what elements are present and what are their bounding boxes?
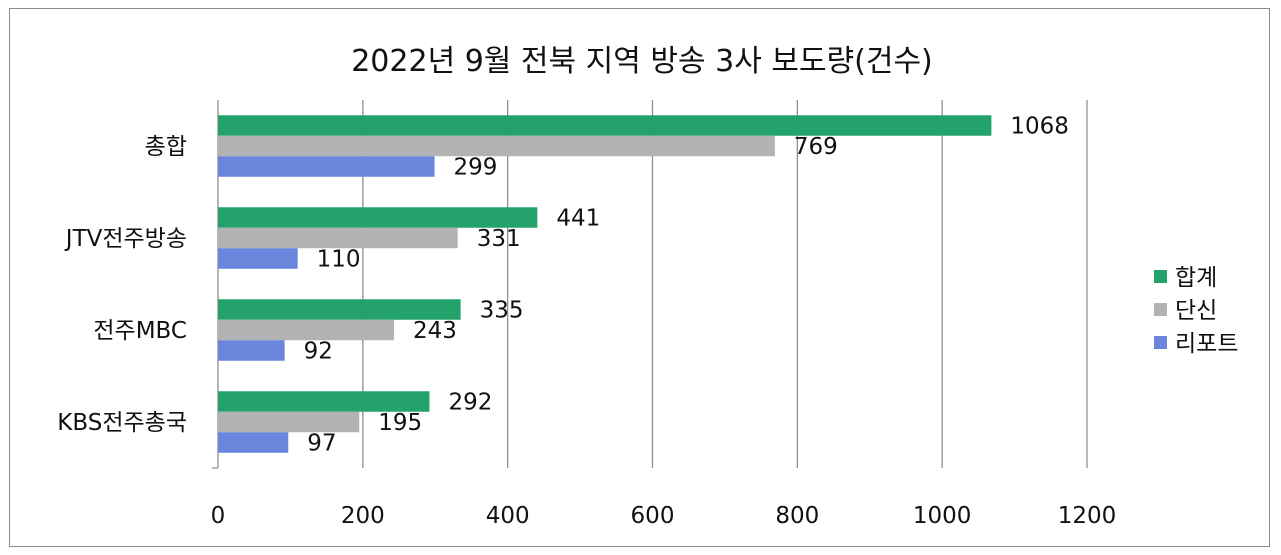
legend-swatch bbox=[1154, 270, 1167, 283]
x-tick-label: 200 bbox=[341, 503, 385, 529]
bar bbox=[218, 156, 435, 177]
x-tick-label: 800 bbox=[775, 503, 819, 529]
legend-label: 단신 bbox=[1175, 298, 1217, 324]
x-tick-label: 600 bbox=[631, 503, 675, 529]
data-label: 97 bbox=[307, 431, 336, 457]
bar bbox=[218, 135, 775, 157]
bar bbox=[218, 319, 394, 341]
bar bbox=[218, 115, 992, 136]
x-tick-label: 1200 bbox=[1058, 503, 1117, 529]
legend-swatch bbox=[1154, 336, 1167, 349]
chart-title: 2022년 9월 전북 지역 방송 3사 보도량(건수) bbox=[351, 44, 933, 79]
bar bbox=[218, 411, 360, 433]
x-tick-labels: 0 200 400 600 800 1000 1200 bbox=[211, 503, 1117, 529]
legend-label: 합계 bbox=[1175, 265, 1217, 291]
data-label: 195 bbox=[378, 410, 422, 436]
x-tick-label: 400 bbox=[486, 503, 530, 529]
category-label: 총합 bbox=[145, 134, 187, 160]
legend-label: 리포트 bbox=[1175, 331, 1238, 357]
data-label: 92 bbox=[304, 339, 333, 365]
data-label: 331 bbox=[477, 226, 521, 252]
legend-swatch bbox=[1154, 303, 1167, 316]
data-label: 1068 bbox=[1010, 114, 1069, 140]
bar bbox=[218, 248, 298, 269]
data-label: 441 bbox=[556, 206, 600, 232]
data-label: 769 bbox=[794, 134, 838, 160]
bars bbox=[218, 115, 992, 453]
data-label: 335 bbox=[480, 298, 524, 324]
bar-chart: 2022년 9월 전북 지역 방송 3사 보도량(건수) 1068 769 299 4… bbox=[57, 44, 1238, 529]
data-label: 299 bbox=[454, 155, 498, 181]
bar bbox=[218, 227, 458, 249]
chart-frame: 2022년 9월 전북 지역 방송 3사 보도량(건수) 1068 769 299 4… bbox=[9, 8, 1270, 547]
data-labels: 1068 769 299 441 331 110 335 243 92 292 195 97 bbox=[304, 114, 1069, 457]
bar bbox=[218, 340, 285, 361]
data-label: 110 bbox=[317, 247, 361, 273]
category-label: JTV전주방송 bbox=[64, 226, 187, 252]
bar bbox=[218, 391, 430, 412]
x-tick-label: 0 bbox=[211, 503, 226, 529]
bar bbox=[218, 432, 289, 453]
category-label: 전주MBC bbox=[93, 318, 187, 344]
data-label: 292 bbox=[448, 390, 492, 416]
bar bbox=[218, 207, 538, 228]
category-label: KBS전주총국 bbox=[57, 410, 187, 436]
bar bbox=[218, 299, 461, 320]
x-tick-label: 1000 bbox=[913, 503, 972, 529]
data-label: 243 bbox=[413, 318, 457, 344]
